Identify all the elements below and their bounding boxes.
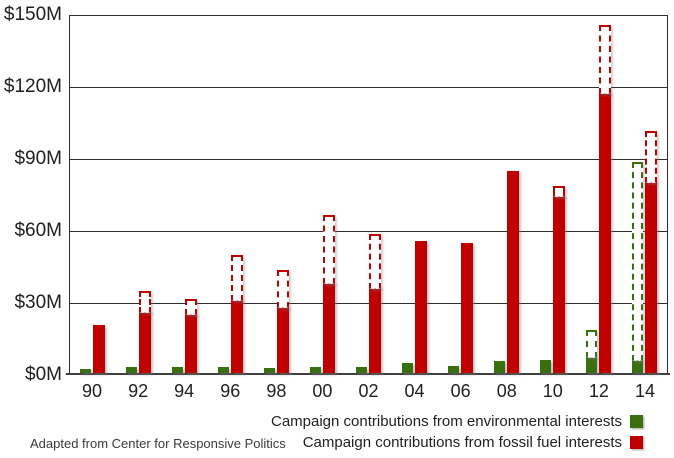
x-tick-label-12: 12 [588, 381, 609, 401]
bar-fossil-fuel-00 [322, 281, 335, 373]
x-axis-line [66, 373, 670, 375]
y-tick-label: $0M [25, 364, 62, 385]
y-axis-line [69, 15, 70, 375]
bar-environmental-92 [125, 367, 137, 373]
bar-environmental-08 [494, 361, 506, 373]
x-axis-labels: 90 92 94 96 98 00 02 04 06 08 10 12 14 [69, 381, 668, 403]
dashed-total-environmental-12 [586, 329, 598, 359]
bar-fossil-fuel-92 [138, 310, 151, 373]
bar-fossil-fuel-94 [184, 313, 197, 373]
bar-fossil-fuel-98 [276, 305, 289, 373]
bar-fossil-fuel-04 [415, 241, 428, 373]
dashed-total-fossil-fuel-94 [184, 298, 197, 315]
dashed-total-fossil-fuel-12 [599, 25, 612, 95]
plot-area [66, 15, 670, 375]
bar-fossil-fuel-90 [92, 325, 105, 373]
gridline-120m [69, 87, 668, 88]
x-tick-label-14: 14 [634, 381, 655, 401]
bar-environmental-90 [79, 369, 91, 373]
bar-environmental-96 [217, 367, 229, 373]
legend-swatch-fossil-fuel [630, 436, 643, 449]
y-tick-label: $90M [14, 148, 62, 169]
bar-environmental-00 [309, 367, 321, 373]
bar-environmental-98 [263, 368, 275, 373]
dashed-total-environmental-14 [632, 161, 644, 361]
bar-environmental-94 [171, 367, 183, 373]
dashed-total-fossil-fuel-10 [553, 185, 566, 198]
y-tick-label: $120M [3, 76, 62, 97]
gridline-90m [69, 159, 668, 160]
x-tick-label-92: 92 [128, 381, 149, 401]
dashed-total-fossil-fuel-92 [138, 291, 151, 313]
bar-environmental-04 [402, 363, 414, 373]
x-tick-label-06: 06 [450, 381, 471, 401]
gridline-60m [69, 231, 668, 232]
bar-environmental-12 [586, 356, 598, 373]
bar-environmental-02 [356, 367, 367, 373]
dashed-total-fossil-fuel-98 [276, 269, 289, 308]
legend-item-environmental: Campaign contributions from environmenta… [271, 411, 643, 432]
bar-fossil-fuel-96 [230, 298, 243, 373]
dashed-total-fossil-fuel-02 [369, 233, 381, 289]
legend-swatch-environmental [630, 415, 643, 428]
bar-fossil-fuel-02 [369, 286, 381, 373]
x-tick-label-08: 08 [496, 381, 517, 401]
bar-fossil-fuel-10 [553, 195, 566, 373]
gridline-30m [69, 303, 668, 304]
source-note: Adapted from Center for Responsive Polit… [30, 436, 286, 451]
bar-fossil-fuel-14 [645, 181, 658, 373]
x-tick-label-00: 00 [312, 381, 333, 401]
y-tick-label: $30M [14, 292, 62, 313]
legend: Campaign contributions from environmenta… [271, 411, 643, 453]
x-tick-label-10: 10 [542, 381, 563, 401]
legend-label-environmental: Campaign contributions from environmenta… [271, 413, 622, 430]
dashed-total-fossil-fuel-00 [322, 214, 335, 284]
bar-environmental-14 [632, 358, 644, 373]
x-tick-label-02: 02 [358, 381, 379, 401]
legend-label-fossil-fuel: Campaign contributions from fossil fuel … [302, 434, 622, 451]
x-tick-label-96: 96 [220, 381, 241, 401]
dashed-total-fossil-fuel-14 [645, 130, 658, 183]
bar-environmental-10 [540, 359, 552, 373]
x-tick-label-04: 04 [404, 381, 425, 401]
bar-environmental-06 [448, 365, 460, 373]
bar-fossil-fuel-08 [507, 171, 520, 373]
legend-item-fossil-fuel: Campaign contributions from fossil fuel … [271, 432, 643, 453]
y-tick-label: $60M [14, 220, 62, 241]
x-tick-label-98: 98 [266, 381, 287, 401]
y-tick-label: $150M [3, 4, 62, 25]
gridline-150m [69, 15, 668, 16]
bar-fossil-fuel-06 [461, 243, 474, 373]
x-tick-label-94: 94 [174, 381, 195, 401]
dashed-total-fossil-fuel-96 [230, 255, 243, 301]
bar-fossil-fuel-12 [599, 92, 612, 373]
x-tick-label-90: 90 [82, 381, 103, 401]
plot-right-border [667, 15, 668, 375]
